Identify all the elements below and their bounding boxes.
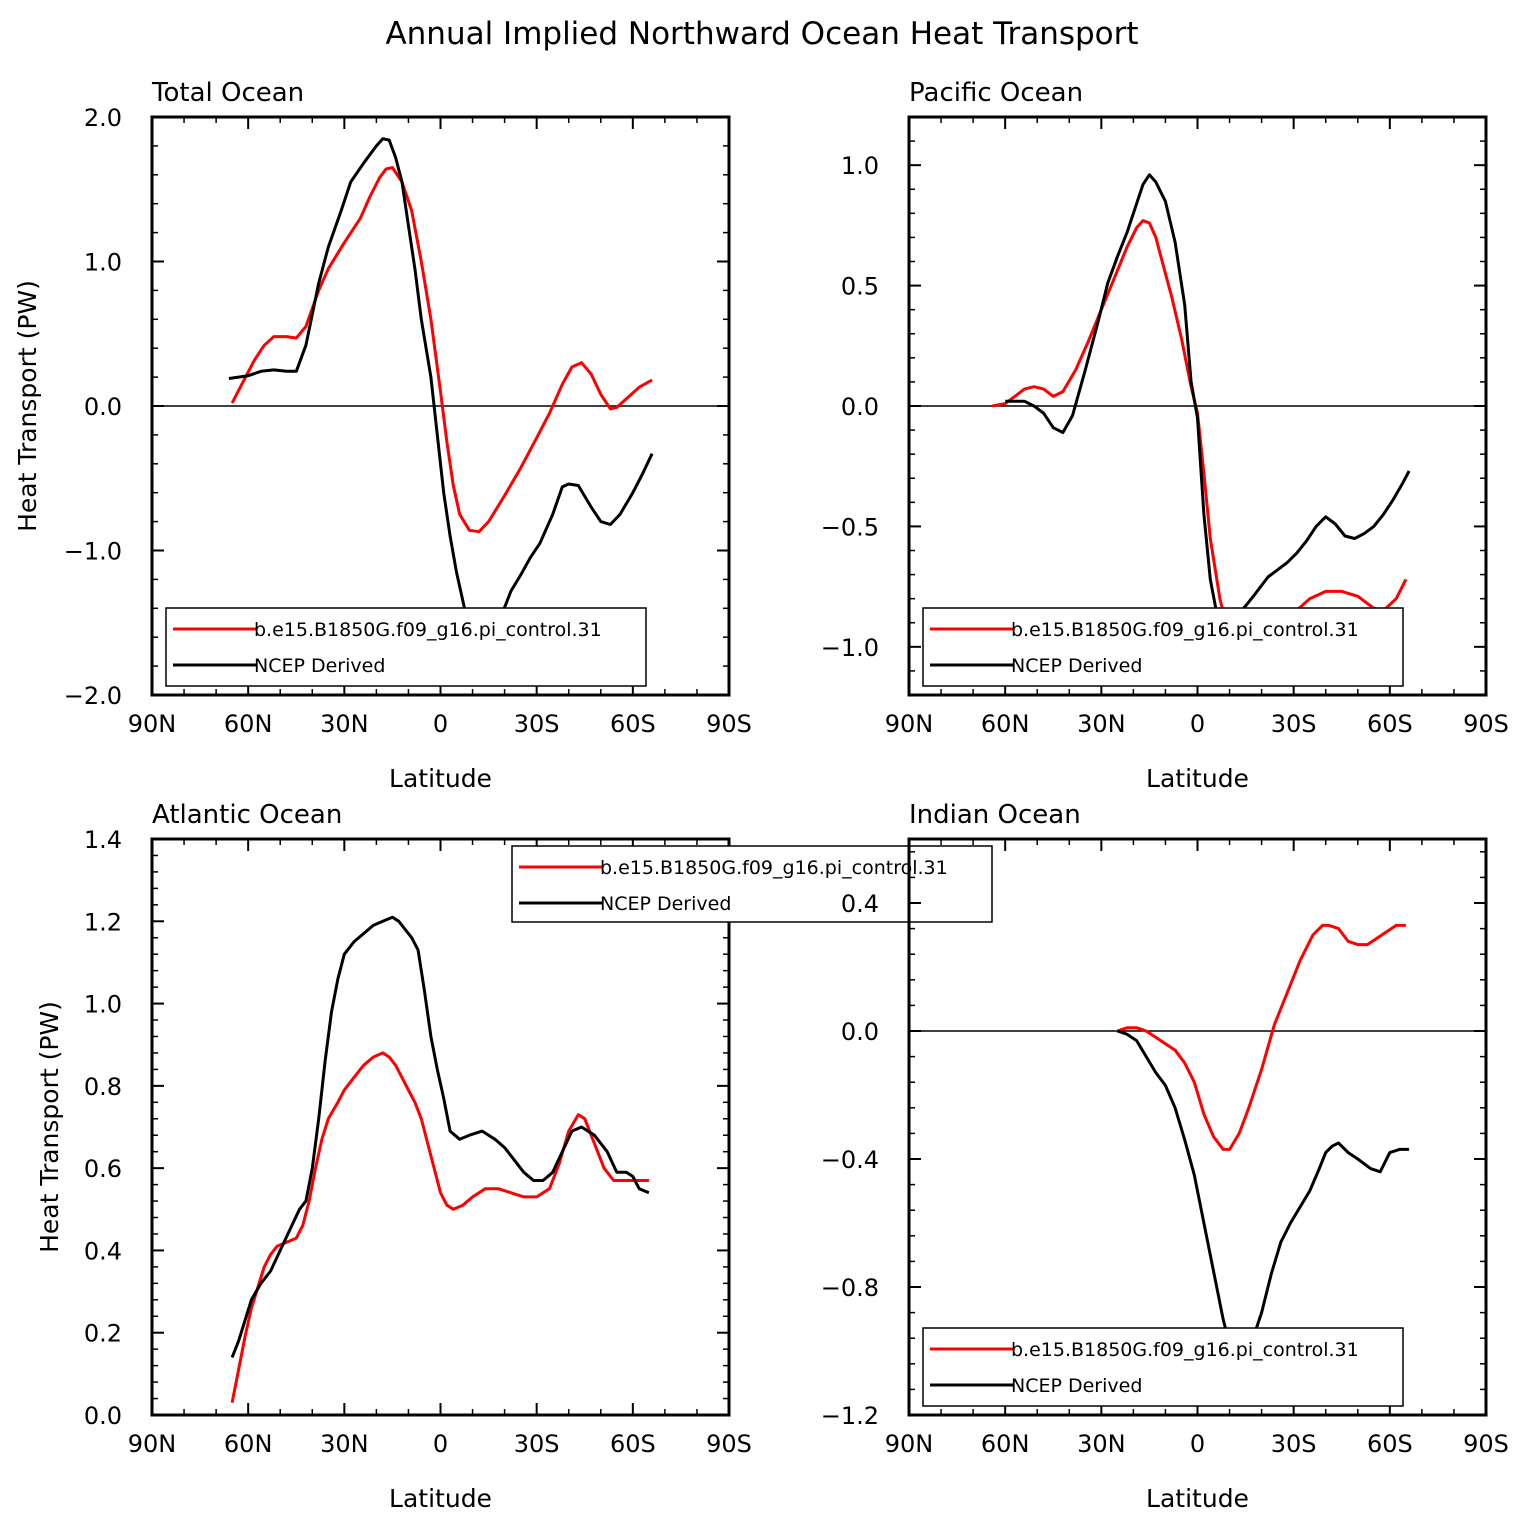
x-tick-label: 60N — [224, 1430, 273, 1458]
y-tick-label: 1.2 — [84, 908, 122, 936]
x-tick-label: 90S — [1463, 710, 1509, 738]
x-tick-label: 30S — [514, 710, 560, 738]
x-axis-label: Latitude — [389, 1484, 492, 1513]
x-tick-label: 90N — [885, 710, 934, 738]
model-series-line — [230, 1051, 649, 1403]
legend-box — [511, 845, 993, 923]
y-tick-label: 0.6 — [84, 1155, 122, 1183]
x-tick-label: 60N — [981, 1430, 1030, 1458]
panel-subtitle: Indian Ocean — [909, 800, 1081, 830]
y-tick-label: 2.0 — [84, 104, 122, 132]
panels: Total Ocean 90N 60N 30N 0 30S 60S 90S −2.0 −1.0 0.… — [13, 78, 1509, 1513]
chart-panel-4: Indian Ocean 90N 60N 30N 0 30S 60S 90S −1.2 −0.8 −… — [821, 800, 1509, 1513]
legend-ncep-label: NCEP Derived — [1011, 655, 1142, 677]
y-tick-label: 0.0 — [84, 1402, 122, 1430]
y-tick-label: −0.8 — [821, 1274, 879, 1302]
x-tick-label: 60N — [981, 710, 1030, 738]
x-tick-label: 0 — [1190, 1430, 1205, 1458]
panel-subtitle: Total Ocean — [151, 78, 304, 108]
y-tick-label: −2.0 — [64, 682, 122, 710]
ncep-series-line — [1005, 173, 1411, 630]
y-tick-label: −1.0 — [821, 634, 879, 662]
x-tick-label: 0 — [1190, 710, 1205, 738]
legend-model-label: b.e15.B1850G.f09_g16.pi_control.31 — [600, 857, 948, 879]
y-tick-label: 0.4 — [841, 890, 879, 918]
model-series-line — [230, 166, 653, 534]
y-tick-label: 0.0 — [841, 1018, 879, 1046]
x-tick-label: 60N — [224, 710, 273, 738]
legend-model-label: b.e15.B1850G.f09_g16.pi_control.31 — [1011, 1339, 1359, 1361]
y-tick-label: 0.5 — [841, 273, 879, 301]
x-tick-label: 90N — [128, 1430, 177, 1458]
x-axis-label: Latitude — [1146, 764, 1249, 793]
y-tick-label: −1.2 — [821, 1402, 879, 1430]
y-tick-label: 0.8 — [84, 1073, 122, 1101]
x-tick-label: 60S — [610, 710, 656, 738]
y-tick-label: 1.0 — [84, 991, 122, 1019]
y-tick-label: 1.0 — [84, 249, 122, 277]
x-axis-label: Latitude — [389, 764, 492, 793]
x-tick-label: 30N — [1077, 710, 1126, 738]
x-axis-label: Latitude — [1146, 1484, 1249, 1513]
x-tick-label: 90S — [706, 1430, 752, 1458]
ncep-series-line — [230, 915, 650, 1358]
model-series-line — [992, 219, 1408, 656]
ncep-series-line — [228, 137, 654, 651]
legend-box — [922, 1327, 1404, 1407]
panel-subtitle: Atlantic Ocean — [152, 800, 342, 830]
plot-frame — [150, 837, 731, 1417]
x-tick-label: 0 — [433, 710, 448, 738]
legend-ncep-label: NCEP Derived — [254, 655, 385, 677]
legend-box — [165, 607, 647, 687]
legend-model-label: b.e15.B1850G.f09_g16.pi_control.31 — [254, 619, 602, 641]
y-tick-label: 1.0 — [841, 152, 879, 180]
x-tick-label: 30N — [320, 710, 369, 738]
legend: b.e15.B1850G.f09_g16.pi_control.31 NCEP D… — [165, 607, 647, 687]
x-tick-label: 0 — [433, 1430, 448, 1458]
y-tick-label: −0.5 — [821, 513, 879, 541]
legend-ncep-label: NCEP Derived — [1011, 1375, 1142, 1397]
x-tick-label: 90S — [1463, 1430, 1509, 1458]
legend-box — [922, 607, 1404, 687]
x-tick-label: 90N — [885, 1430, 934, 1458]
legend: b.e15.B1850G.f09_g16.pi_control.31 NCEP D… — [511, 845, 993, 923]
ncep-series-line — [1116, 1029, 1410, 1369]
y-tick-label: 0.2 — [84, 1320, 122, 1348]
legend: b.e15.B1850G.f09_g16.pi_control.31 NCEP D… — [922, 1327, 1404, 1407]
x-tick-label: 90N — [128, 710, 177, 738]
figure-title: Annual Implied Northward Ocean Heat Tran… — [385, 16, 1138, 52]
y-tick-label: 0.0 — [84, 393, 122, 421]
x-tick-label: 30S — [1271, 1430, 1317, 1458]
x-tick-label: 60S — [1367, 710, 1413, 738]
y-tick-label: 0.4 — [84, 1237, 122, 1265]
y-axis-label: Heat Transport (PW) — [13, 280, 42, 532]
x-tick-label: 30S — [514, 1430, 560, 1458]
x-tick-label: 30N — [320, 1430, 369, 1458]
legend: b.e15.B1850G.f09_g16.pi_control.31 NCEP D… — [922, 607, 1404, 687]
chart-panel-1: Total Ocean 90N 60N 30N 0 30S 60S 90S −2.0 −1.0 0.… — [13, 78, 752, 793]
y-tick-label: −1.0 — [64, 538, 122, 566]
y-axis-label: Heat Transport (PW) — [35, 1001, 64, 1253]
x-tick-label: 30N — [1077, 1430, 1126, 1458]
chart-panel-3: Atlantic Ocean 90N 60N 30N 0 30S 60S 90S 0.0 0.2 0… — [35, 800, 993, 1513]
chart-panel-2: Pacific Ocean 90N 60N 30N 0 30S 60S 90S −1.0 −0.5… — [821, 78, 1509, 793]
y-tick-label: 1.4 — [84, 826, 122, 854]
x-tick-label: 90S — [706, 710, 752, 738]
panel-subtitle: Pacific Ocean — [909, 78, 1083, 108]
y-tick-label: −0.4 — [821, 1146, 879, 1174]
x-tick-label: 60S — [610, 1430, 656, 1458]
y-tick-label: 0.0 — [841, 393, 879, 421]
legend-model-label: b.e15.B1850G.f09_g16.pi_control.31 — [1011, 619, 1359, 641]
x-tick-label: 60S — [1367, 1430, 1413, 1458]
x-tick-label: 30S — [1271, 710, 1317, 738]
model-series-line — [1116, 923, 1406, 1151]
legend-ncep-label: NCEP Derived — [600, 893, 731, 915]
